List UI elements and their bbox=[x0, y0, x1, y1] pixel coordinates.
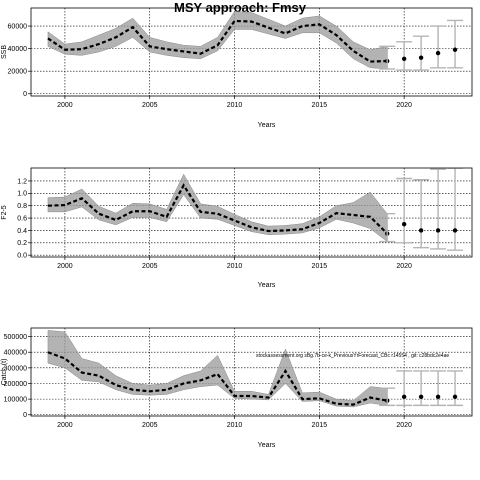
panel-catch: 2000 2005 2010 2015 2020 0 100000 200000 300000 4… bbox=[1, 327, 473, 449]
f-y-tick-label: 0.4 bbox=[17, 228, 27, 235]
f-x-tick-label: 2010 bbox=[227, 263, 243, 270]
catch-x-tick-label: 2020 bbox=[396, 422, 412, 429]
f-x-tick-label: 2005 bbox=[142, 263, 158, 270]
catch-y-tick-label: 0 bbox=[23, 412, 27, 419]
catch-x-tick-label: 2015 bbox=[312, 422, 328, 429]
f-y-axis-label: F2-5 bbox=[1, 205, 8, 220]
chart-title: MSY approach: Fmsy bbox=[174, 0, 307, 15]
f-x-tick-label: 2020 bbox=[396, 263, 412, 270]
catch-x-axis-label: Years bbox=[258, 442, 276, 449]
ssb-x-tick-label: 2015 bbox=[312, 102, 328, 109]
catch-x-tick-label: 2000 bbox=[57, 422, 73, 429]
f-y-tick-label: 0.6 bbox=[17, 215, 27, 222]
f-y-tick-label: 0.0 bbox=[17, 253, 27, 260]
catch-confidence-band bbox=[47, 330, 388, 408]
ssb-forecast-point bbox=[418, 55, 424, 60]
f-forecast-point bbox=[418, 228, 424, 233]
f-y-tick-label: 1.2 bbox=[17, 178, 27, 185]
catch-y-tick-label: 100000 bbox=[4, 397, 27, 404]
ssb-forecast-point bbox=[401, 56, 407, 61]
ssb-x-tick-label: 2020 bbox=[396, 102, 412, 109]
catch-forecast-point bbox=[418, 394, 424, 399]
f-frame bbox=[30, 167, 473, 258]
ssb-forecast-point bbox=[452, 47, 458, 52]
f-forecast-point bbox=[452, 228, 458, 233]
f-y-tick-label: 0.2 bbox=[17, 240, 27, 247]
f-y-tick-label: 1.0 bbox=[17, 191, 27, 198]
ssb-median-line bbox=[47, 19, 388, 63]
catch-x-tick-label: 2005 bbox=[142, 422, 158, 429]
ssb-y-tick-label: 0 bbox=[23, 91, 27, 98]
catch-forecast-point bbox=[435, 394, 441, 399]
ssb-x-axis-label: Years bbox=[258, 122, 276, 129]
f-x-tick-label: 2000 bbox=[57, 263, 73, 270]
catch-forecast-point bbox=[452, 394, 458, 399]
ssb-plot-area bbox=[47, 11, 464, 71]
ssb-y-tick-label: 60000 bbox=[8, 23, 28, 30]
ssb-y-axis-label: SSB bbox=[1, 45, 8, 59]
catch-plot-area bbox=[47, 330, 464, 408]
ssb-x-tick-label: 2000 bbox=[57, 102, 73, 109]
ssb-frame bbox=[30, 7, 473, 97]
f-x-axis-label: Years bbox=[258, 282, 276, 289]
ssb-forecast-point bbox=[435, 50, 441, 56]
catch-frame bbox=[30, 327, 473, 417]
f-median-line bbox=[47, 183, 388, 235]
ssb-y-tick-label: 20000 bbox=[8, 69, 28, 76]
ssb-confidence-band bbox=[47, 11, 388, 70]
f-forecast-point bbox=[401, 222, 407, 227]
catch-forecast-point bbox=[401, 394, 407, 399]
catch-x-tick-label: 2010 bbox=[227, 422, 243, 429]
f-forecast-point bbox=[435, 228, 441, 233]
ssb-y-tick-label: 40000 bbox=[8, 46, 28, 53]
ssb-x-tick-label: 2005 bbox=[142, 102, 158, 109]
f-plot-area bbox=[47, 168, 464, 251]
f-confidence-band bbox=[47, 173, 388, 243]
f-x-tick-label: 2015 bbox=[312, 263, 328, 270]
panel-ssb: 2000 2005 2010 2015 2020 0 20000 40000 60000 Year… bbox=[1, 7, 473, 129]
catch-annotation: stockassessment.org sBg.7b-ce-k_Previous… bbox=[256, 353, 449, 359]
f-y-tick-label: 0.8 bbox=[17, 203, 27, 210]
ssb-x-tick-label: 2010 bbox=[227, 102, 243, 109]
catch-y-tick-label: 400000 bbox=[4, 350, 27, 357]
catch-y-tick-label: 300000 bbox=[4, 365, 27, 372]
panel-fishing-mortality: 2000 2005 2010 2015 2020 0.0 0.2 0.4 0.6 0.8 1.0 1.… bbox=[1, 167, 473, 289]
catch-y-tick-label: 500000 bbox=[4, 334, 27, 341]
catch-y-tick-label: 200000 bbox=[4, 381, 27, 388]
catch-y-axis-label: Catch (t) bbox=[1, 359, 8, 386]
